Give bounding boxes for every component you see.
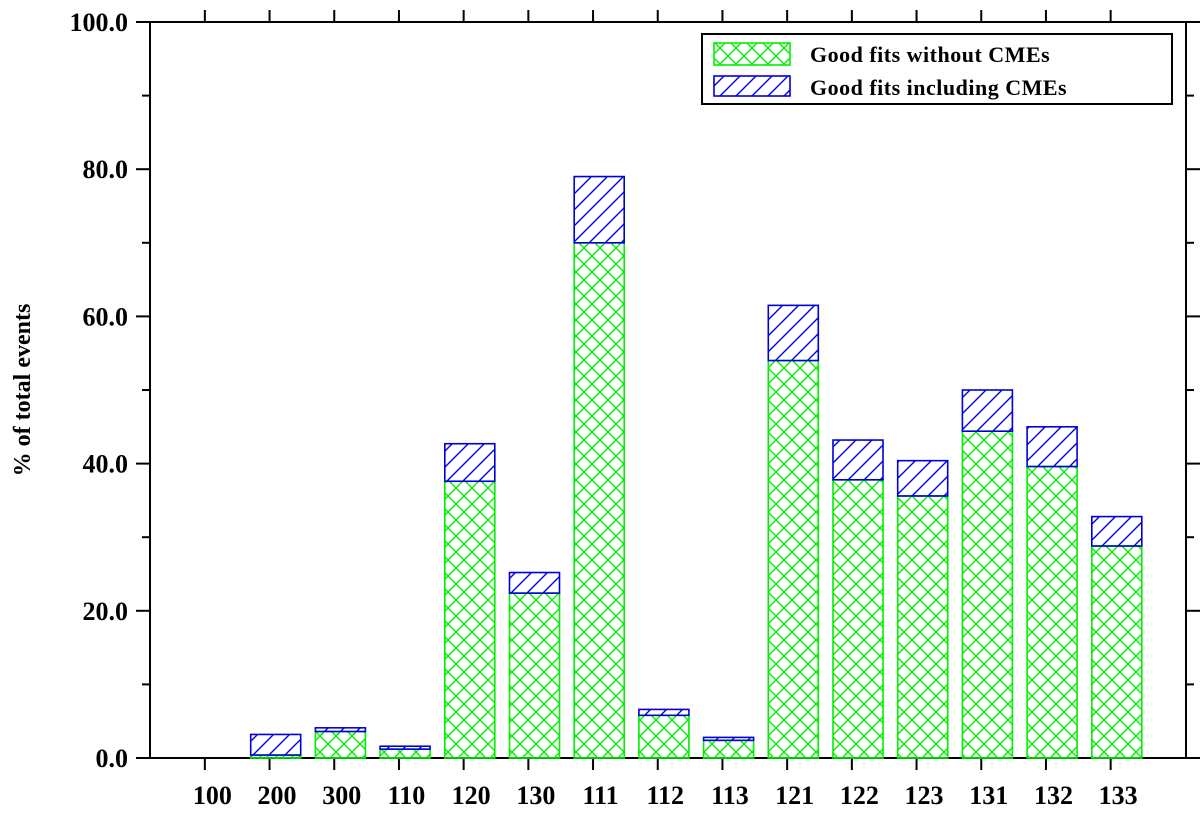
y-tick-label: 100.0 (70, 8, 129, 37)
x-tick-label: 131 (969, 781, 1008, 810)
y-tick-label: 0.0 (96, 744, 129, 773)
x-tick-label: 130 (516, 781, 555, 810)
bar-without-cmes (1026, 465, 1078, 759)
bar-including-cmes (314, 727, 367, 733)
bar-including-cmes (443, 442, 496, 483)
bar-without-cmes (702, 739, 755, 759)
y-tick-label: 40.0 (83, 450, 129, 479)
bar-without-cmes (638, 714, 690, 759)
y-axis-label: % of total events (10, 304, 36, 477)
bar-including-cmes (508, 571, 561, 594)
bar-including-cmes (702, 736, 755, 742)
x-tick-label: 132 (1034, 781, 1073, 810)
bar-including-cmes (767, 304, 820, 362)
x-tick-label: 122 (840, 781, 879, 810)
bar-without-cmes (1091, 545, 1143, 759)
bar-including-cmes (249, 733, 302, 756)
y-tick-label: 80.0 (83, 155, 129, 184)
x-tick-label: 100 (193, 781, 232, 810)
legend-swatch-including-cmes (713, 75, 791, 97)
y-tick-label: 20.0 (83, 597, 129, 626)
x-tick-label: 112 (646, 781, 684, 810)
bar-without-cmes (767, 359, 820, 759)
x-tick-label: 133 (1099, 781, 1138, 810)
bar-without-cmes (314, 730, 367, 759)
x-tick-label: 121 (775, 781, 814, 810)
bar-without-cmes (832, 478, 884, 759)
bar-including-cmes (379, 745, 431, 750)
bar-without-cmes (896, 495, 949, 759)
legend: Good fits without CMEs Good fits includi… (701, 33, 1173, 105)
bar-including-cmes (1091, 515, 1143, 547)
x-tick-label: 113 (711, 781, 749, 810)
legend-swatch-without-cmes (713, 42, 791, 66)
tick-labels: 0.0 20.0 40.0 60.0 80.0 100.0 100 200 300 110 120 1… (70, 8, 1138, 810)
bar-including-cmes (832, 439, 884, 481)
x-tick-label: 123 (905, 781, 944, 810)
x-tick-label: 120 (452, 781, 491, 810)
x-tick-label: 111 (582, 781, 618, 810)
x-tick-label: 300 (322, 781, 361, 810)
bar-without-cmes (379, 748, 431, 759)
x-tick-label: 110 (388, 781, 426, 810)
bar-without-cmes (508, 592, 561, 759)
legend-label-including-cmes: Good fits including CMEs (810, 75, 1067, 100)
bar-including-cmes (896, 459, 949, 497)
x-tick-label: 200 (258, 781, 297, 810)
y-tick-label: 60.0 (83, 302, 129, 331)
bar-including-cmes (573, 175, 626, 244)
bar-including-cmes (1026, 425, 1078, 468)
legend-label-without-cmes: Good fits without CMEs (810, 42, 1050, 67)
bar-including-cmes (638, 708, 690, 717)
bars (249, 175, 1143, 759)
bar-without-cmes (573, 242, 626, 759)
bar-without-cmes (961, 430, 1014, 759)
bar-without-cmes (443, 480, 496, 759)
bar-including-cmes (961, 389, 1014, 433)
